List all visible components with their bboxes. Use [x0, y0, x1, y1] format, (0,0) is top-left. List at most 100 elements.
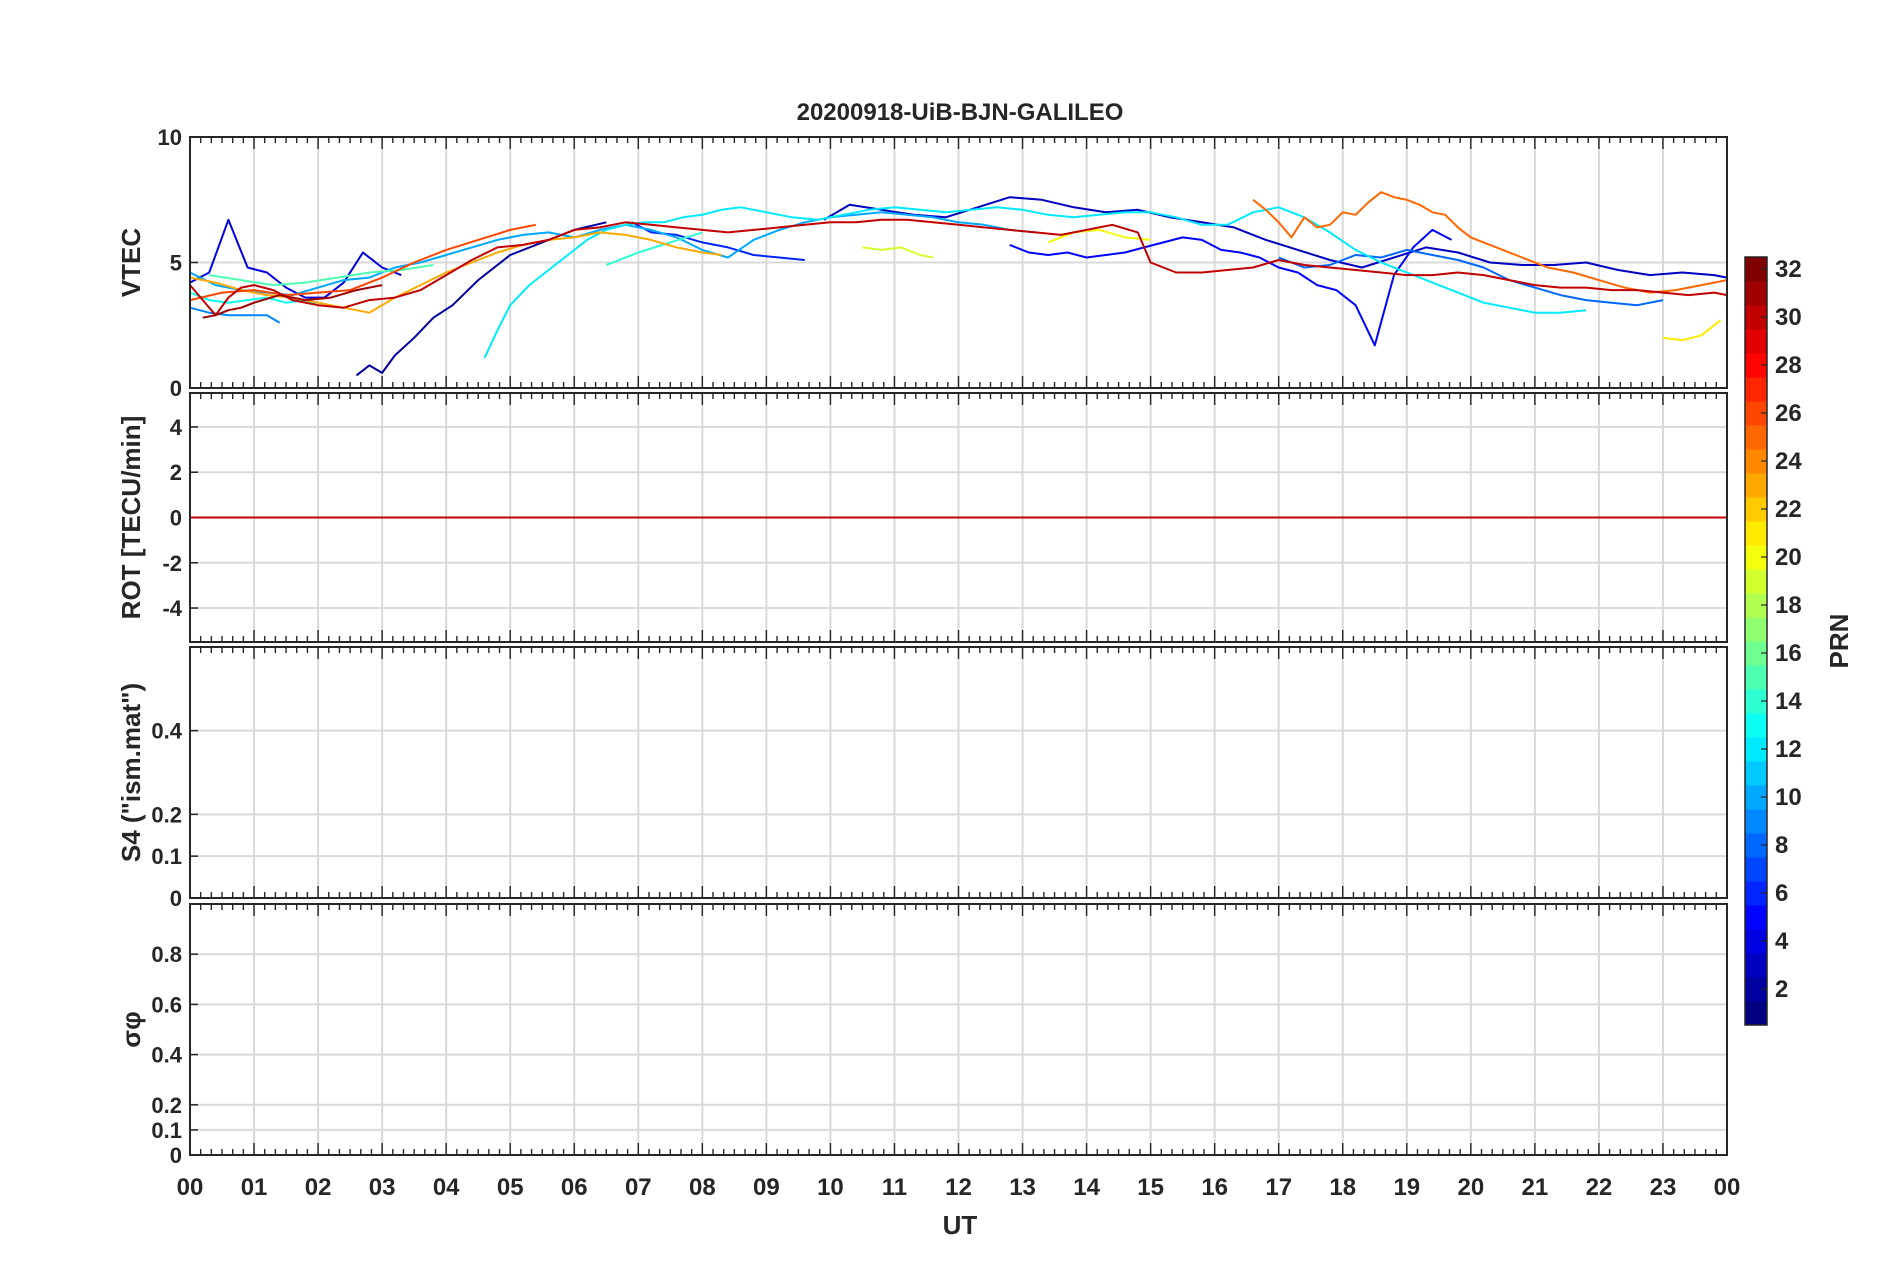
y-tick-label: 0.2 — [151, 1093, 182, 1118]
series-line-prn-26 — [190, 223, 536, 302]
x-tick-label: 02 — [305, 1174, 332, 1201]
x-tick-label: 04 — [433, 1174, 460, 1201]
colorbar-segment — [1745, 881, 1767, 906]
colorbar-segment — [1745, 521, 1767, 546]
y-tick-label: 0.4 — [151, 719, 182, 744]
x-tick-label: 00 — [177, 1174, 204, 1201]
colorbar-segment — [1745, 857, 1767, 882]
colorbar-segment — [1745, 401, 1767, 426]
colorbar-tick-label: 12 — [1775, 736, 1802, 763]
x-tick-label: 22 — [1586, 1174, 1613, 1201]
x-tick-label: 09 — [753, 1174, 780, 1201]
y-tick-label: 4 — [170, 415, 183, 440]
series-line-prn-6 — [631, 221, 805, 261]
series-line-prn-31 — [202, 284, 383, 319]
colorbar-segment — [1745, 425, 1767, 450]
colorbar-segment — [1745, 689, 1767, 714]
x-tick-label: 03 — [369, 1174, 396, 1201]
series-line-prn-9 — [190, 306, 281, 324]
panel-vtec: 0 5 10 VTEC — [116, 125, 1728, 401]
x-tick-label: 05 — [497, 1174, 524, 1201]
y-tick-label: 0.8 — [151, 942, 182, 967]
x-tick-label: 20 — [1457, 1174, 1484, 1201]
x-tick-label: 23 — [1650, 1174, 1677, 1201]
colorbar-tick-label: 20 — [1775, 544, 1802, 571]
colorbar-segment — [1745, 761, 1767, 786]
y-tick-label: 0.2 — [151, 802, 182, 827]
colorbar-segment — [1745, 977, 1767, 1002]
y-tick-label: 0.4 — [151, 1043, 182, 1068]
x-axis: 00 01 02 03 04 05 06 07 08 09 10 11 12 13 14 15 16 17 18 19… — [177, 1174, 1741, 1201]
series-line-prn-14 — [605, 231, 703, 266]
x-tick-label: 06 — [561, 1174, 588, 1201]
x-axis-label: UT — [943, 1210, 978, 1240]
x-tick-label: 11 — [882, 1174, 907, 1201]
y-tick-label: 0 — [170, 1143, 182, 1168]
colorbar-segment — [1745, 809, 1767, 834]
y-axis-label: S4 ("ism.mat") — [116, 683, 146, 862]
colorbar-tick-label: 14 — [1775, 688, 1802, 715]
y-tick-label: 0 — [170, 886, 182, 911]
y-axis-label: VTEC — [116, 228, 146, 298]
series-line-prn-5 — [1009, 228, 1453, 347]
y-tick-label: 0 — [170, 376, 182, 401]
series-line-prn-8 — [1278, 248, 1664, 307]
y-tick-label: -2 — [162, 551, 182, 576]
figure-title: 20200918-UiB-BJN-GALILEO — [797, 99, 1124, 126]
y-axis-label: σφ — [116, 1011, 146, 1047]
colorbar-segment — [1745, 305, 1767, 330]
x-tick-label: 21 — [1522, 1174, 1549, 1201]
y-tick-label: 10 — [158, 125, 182, 150]
colorbar-segment — [1745, 545, 1767, 570]
colorbar-segment — [1745, 641, 1767, 666]
colorbar-tick-label: 2 — [1775, 976, 1788, 1003]
x-tick-label: 15 — [1137, 1174, 1164, 1201]
colorbar-tick-label: 10 — [1775, 784, 1802, 811]
colorbar-segment — [1745, 905, 1767, 930]
series-group — [190, 191, 1727, 377]
colorbar-tick-label: 16 — [1775, 640, 1802, 667]
colorbar-segment — [1745, 329, 1767, 354]
colorbar-segment — [1745, 737, 1767, 762]
series-line-prn-20 — [1047, 228, 1151, 244]
y-tick-label: 0.6 — [151, 992, 182, 1017]
x-tick-label: 16 — [1201, 1174, 1228, 1201]
colorbar-segment — [1745, 593, 1767, 618]
x-tick-label: 13 — [1009, 1174, 1036, 1201]
x-tick-label: 07 — [625, 1174, 652, 1201]
colorbar-segment — [1745, 281, 1767, 306]
y-tick-label: 5 — [170, 251, 182, 276]
series-line-prn-4 — [190, 218, 402, 299]
colorbar-tick-label: 24 — [1775, 448, 1802, 475]
colorbar-segment — [1745, 377, 1767, 402]
y-tick-label: 0.1 — [151, 1118, 182, 1143]
panel-s4: 0 0.1 0.2 0.4S4 ("ism.mat") — [116, 646, 1728, 911]
series-line-prn-30 — [190, 218, 1727, 317]
colorbar-tick-label: 18 — [1775, 592, 1802, 619]
series-line-prn-13 — [190, 291, 319, 307]
y-tick-label: 0.1 — [151, 844, 182, 869]
y-tick-label: 0 — [170, 506, 182, 531]
colorbar-segment — [1745, 449, 1767, 474]
panel-rot: -4 -2 0 2 4 ROT [TECU/min] — [116, 392, 1728, 643]
colorbar-tick-label: 26 — [1775, 400, 1802, 427]
colorbar-segment — [1745, 1001, 1767, 1026]
colorbar-tick-label: 28 — [1775, 352, 1802, 379]
x-tick-label: 01 — [241, 1174, 268, 1201]
y-tick-label: 2 — [170, 460, 182, 485]
axes-box — [189, 903, 1728, 1156]
colorbar-segment — [1745, 353, 1767, 378]
axes-box — [189, 646, 1728, 899]
colorbar-segment — [1745, 569, 1767, 594]
x-tick-label: 10 — [817, 1174, 844, 1201]
colorbar-tick-label: 6 — [1775, 880, 1788, 907]
colorbar-segment — [1745, 257, 1767, 282]
colorbar-segment — [1745, 929, 1767, 954]
colorbar-segment — [1745, 713, 1767, 738]
y-axis-label: ROT [TECU/min] — [116, 416, 146, 620]
series-line-prn-19 — [862, 246, 934, 259]
y-tick-label: -4 — [162, 596, 182, 621]
